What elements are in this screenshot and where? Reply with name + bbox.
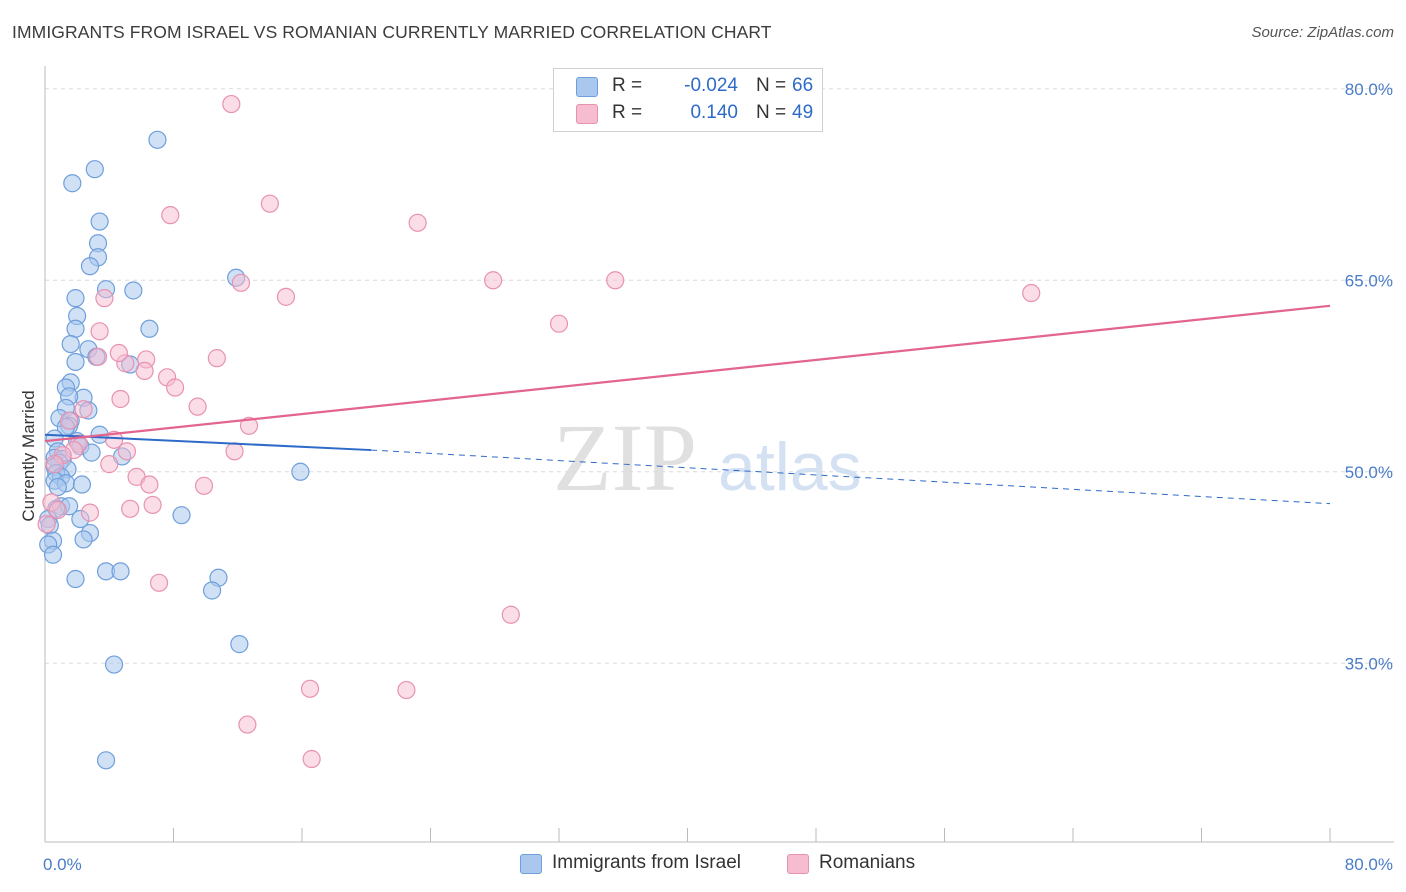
- israel-point: [111, 562, 130, 581]
- israel-point: [230, 635, 249, 654]
- romanian-n-value: 49: [792, 102, 814, 123]
- y-tick-label: 35.0%: [1345, 654, 1393, 673]
- israel-point: [61, 335, 80, 354]
- romanian-point: [59, 411, 79, 430]
- romanian-point: [1022, 283, 1041, 303]
- stats-legend: R = -0.024 N = 66 R = 0.140 N = 49: [553, 68, 823, 132]
- romanian-point: [95, 289, 114, 308]
- romanian-point: [45, 455, 64, 474]
- romanian-legend-swatch: [787, 854, 809, 874]
- israel-swatch: [576, 77, 598, 97]
- romanian-legend-label: Romanians: [819, 852, 916, 873]
- israel-legend-swatch: [520, 854, 542, 874]
- romanian-point: [302, 749, 321, 769]
- romanian-point: [276, 287, 296, 306]
- romanian-point: [111, 389, 130, 409]
- israel-point: [104, 655, 124, 674]
- romanian-point: [300, 679, 320, 698]
- romanian-point: [239, 416, 259, 435]
- israel-point: [66, 319, 85, 338]
- israel-legend-label: Immigrants from Israel: [552, 852, 741, 873]
- watermark-atlas: atlas: [718, 429, 862, 505]
- romanian-r-label: R =: [612, 102, 643, 123]
- israel-r-label: R =: [612, 75, 643, 96]
- romanian-point: [121, 499, 140, 518]
- romanian-point: [140, 475, 159, 494]
- israel-point: [63, 174, 82, 193]
- israel-point: [66, 569, 85, 589]
- romanian-swatch: [576, 104, 598, 124]
- romanian-point: [260, 194, 279, 213]
- watermark: ZIP atlas: [553, 404, 862, 511]
- romanian-point: [408, 213, 427, 232]
- israel-point: [90, 212, 109, 231]
- israel-trend-line: [44, 433, 372, 452]
- israel-point: [48, 477, 67, 497]
- y-tick-label: 80.0%: [1345, 80, 1393, 99]
- source-label: Source: ZipAtlas.com: [1251, 24, 1394, 41]
- romanian-point: [161, 206, 180, 225]
- israel-n-label: N =: [756, 75, 787, 96]
- trend-lines: [44, 304, 1331, 505]
- y-tick-label: 65.0%: [1345, 271, 1393, 290]
- israel-point: [172, 506, 191, 525]
- romanian-point: [88, 347, 108, 366]
- chart-title: IMMIGRANTS FROM ISRAEL VS ROMANIAN CURRE…: [12, 22, 772, 42]
- israel-point: [66, 352, 85, 372]
- romanian-point: [135, 361, 154, 381]
- romanian-points: [37, 94, 1041, 769]
- romanian-point: [74, 400, 93, 419]
- romanian-point: [166, 378, 185, 397]
- israel-point: [85, 160, 104, 179]
- x-tick-label: 80.0%: [1345, 855, 1393, 874]
- watermark-zip: ZIP: [553, 404, 697, 511]
- romanian-point: [100, 455, 119, 474]
- romanian-point: [222, 94, 241, 114]
- romanian-point: [225, 442, 244, 461]
- romanian-point: [149, 573, 169, 592]
- israel-point: [72, 475, 92, 494]
- israel-point: [66, 289, 85, 308]
- romanian-point: [48, 500, 67, 520]
- romanian-trend-line: [44, 304, 1331, 443]
- romanian-point: [484, 271, 503, 290]
- israel-point: [140, 319, 159, 338]
- x-tick-label: 0.0%: [43, 855, 82, 874]
- romanian-point: [80, 503, 100, 522]
- romanian-point: [231, 273, 251, 292]
- israel-point: [80, 257, 100, 276]
- romanian-r-value: 0.140: [690, 102, 738, 123]
- israel-point: [202, 581, 222, 600]
- y-axis-title: Currently Married: [19, 390, 38, 521]
- tick-labels: 35.0% 50.0% 65.0% 80.0% 0.0% 80.0%: [43, 80, 1393, 874]
- romanian-point: [117, 442, 137, 461]
- israel-point: [82, 443, 101, 462]
- israel-point: [124, 281, 143, 300]
- israel-point: [43, 545, 63, 564]
- romanian-point: [238, 715, 257, 734]
- romanian-n-label: N =: [756, 102, 787, 123]
- romanian-point: [549, 314, 569, 333]
- axes: [44, 66, 1394, 843]
- romanian-point: [90, 322, 109, 341]
- romanian-point: [606, 271, 625, 290]
- romanian-point: [207, 349, 226, 368]
- israel-r-value: -0.024: [684, 75, 738, 96]
- romanian-point: [143, 495, 162, 515]
- romanian-point: [194, 476, 214, 495]
- grid-lines: [45, 88, 1394, 664]
- israel-point: [148, 130, 167, 149]
- romanian-point: [104, 430, 124, 449]
- romanian-point: [501, 605, 520, 624]
- israel-point: [74, 530, 93, 549]
- israel-n-value: 66: [792, 75, 814, 96]
- romanian-point: [109, 343, 128, 363]
- romanian-point: [397, 680, 416, 700]
- israel-point: [291, 462, 310, 481]
- romanian-point: [37, 515, 56, 534]
- y-tick-label: 50.0%: [1345, 463, 1393, 482]
- israel-point: [96, 751, 116, 770]
- romanian-point: [188, 397, 207, 416]
